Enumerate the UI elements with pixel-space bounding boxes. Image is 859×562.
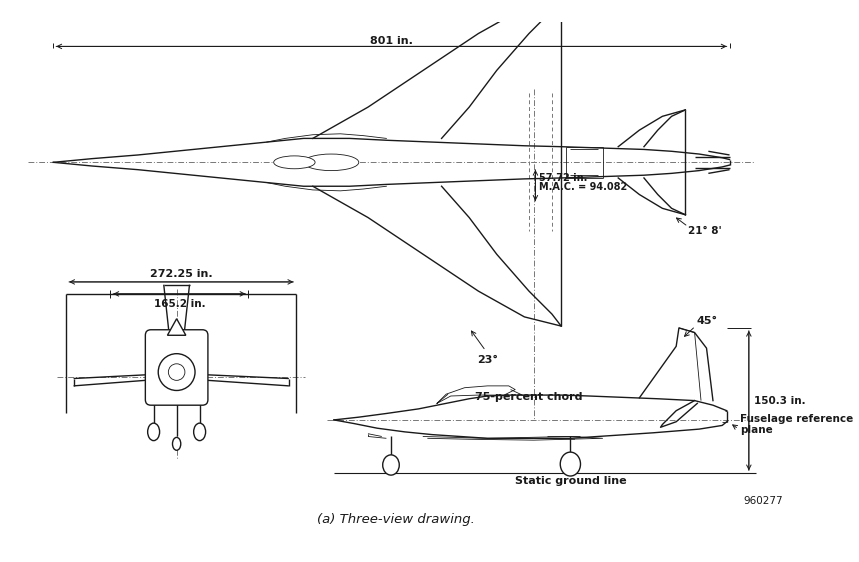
Ellipse shape	[560, 452, 581, 476]
Ellipse shape	[383, 455, 399, 475]
Ellipse shape	[303, 154, 359, 171]
Polygon shape	[168, 319, 186, 336]
Ellipse shape	[173, 437, 180, 450]
Text: 23°: 23°	[477, 355, 498, 365]
Text: 57.72 in.: 57.72 in.	[539, 173, 588, 183]
FancyBboxPatch shape	[145, 330, 208, 405]
Text: Fuselage reference
plane: Fuselage reference plane	[740, 414, 853, 436]
Circle shape	[158, 353, 195, 391]
Text: 801 in.: 801 in.	[369, 36, 412, 46]
Circle shape	[168, 364, 185, 380]
Text: M.A.C. = 94.082: M.A.C. = 94.082	[539, 182, 627, 192]
Text: 150.3 in.: 150.3 in.	[754, 396, 806, 406]
Ellipse shape	[148, 423, 160, 441]
Ellipse shape	[274, 156, 315, 169]
Text: 165.2 in.: 165.2 in.	[154, 299, 205, 309]
Text: Static ground line: Static ground line	[515, 475, 626, 486]
Text: 272.25 in.: 272.25 in.	[150, 269, 212, 279]
Text: 45°: 45°	[697, 316, 717, 327]
Text: 960277: 960277	[744, 496, 783, 506]
Text: (a) Three-view drawing.: (a) Three-view drawing.	[317, 513, 474, 526]
Ellipse shape	[193, 423, 205, 441]
Text: 21° 8': 21° 8'	[688, 226, 722, 237]
Text: 75-percent chord: 75-percent chord	[475, 392, 582, 402]
